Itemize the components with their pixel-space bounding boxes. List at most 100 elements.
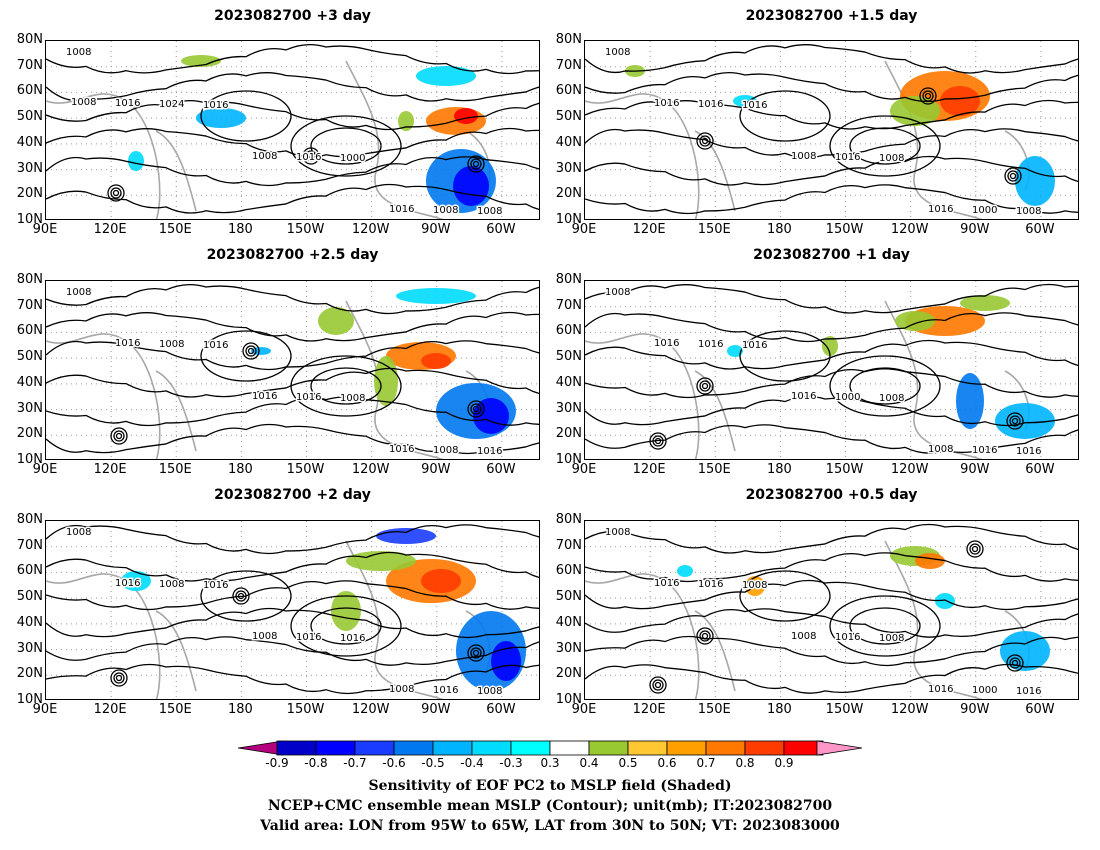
- colorbar-swatch: [627, 740, 668, 756]
- isobar-contour: [46, 663, 539, 695]
- colorbar-swatch: [705, 740, 746, 756]
- isobar-label: 1016: [1016, 446, 1041, 457]
- isobar-label: 1016: [654, 338, 679, 349]
- sensitivity-map: 1008 1016 1008 1008 1016 1016 1000 1016 1008 1016: [584, 40, 1079, 220]
- lon-tick-label: 180: [227, 462, 253, 477]
- sensitivity-shading: [822, 336, 838, 356]
- low-pressure-center: [1009, 657, 1021, 669]
- low-pressure-center: [472, 160, 480, 168]
- lat-tick-label: 20N: [16, 426, 43, 442]
- lat-tick-label: 30N: [555, 640, 582, 656]
- low-pressure-center: [654, 437, 662, 445]
- pressure-center-contour: [200, 570, 292, 622]
- isobar-label: 1016: [252, 391, 277, 402]
- sensitivity-map: 1008 1008 1008 1016 1016 1016 1000 1016 1008 1016: [584, 520, 1079, 700]
- lon-tick-label: 150E: [697, 462, 731, 477]
- isobar-label: 1008: [159, 339, 184, 350]
- isobar-contour: [46, 367, 539, 398]
- low-pressure-center: [649, 676, 667, 694]
- caption-contour: NCEP+CMC ensemble mean MSLP (Contour); u…: [267, 798, 833, 814]
- lat-tick-label: 60N: [16, 83, 43, 99]
- low-pressure-center: [652, 679, 664, 691]
- isobar-label: 1016: [389, 444, 414, 455]
- low-pressure-center: [302, 147, 320, 165]
- lon-tick-label: 90E: [32, 702, 58, 717]
- sensitivity-shading: [995, 403, 1055, 439]
- lat-tick-label: 80N: [16, 272, 43, 287]
- low-pressure-center: [1011, 659, 1019, 667]
- low-pressure-center: [245, 345, 257, 357]
- isobar-label: 1016: [835, 152, 860, 163]
- colorbar-label: -0.5: [421, 756, 445, 770]
- colorbar-swatch: [588, 740, 629, 756]
- lon-tick-label: 150E: [158, 702, 192, 717]
- sensitivity-shading: [346, 551, 416, 571]
- lat-tick-label: 30N: [555, 160, 582, 176]
- isobar-label: 1000: [972, 205, 997, 216]
- lon-tick-label: 150W: [286, 222, 325, 237]
- lon-tick-label: 90E: [32, 222, 58, 237]
- low-pressure-center: [110, 187, 122, 199]
- low-pressure-center: [110, 669, 128, 687]
- sensitivity-shading: [727, 345, 743, 357]
- sensitivity-map: 1008 1016 1000 1008 1024 1016 1008 1016 1008 1016…: [45, 40, 540, 220]
- sensitivity-shading: [376, 528, 436, 544]
- sensitivity-shading: [121, 571, 151, 591]
- panel-title: 2023082700 +1 day: [753, 247, 910, 263]
- isobar-label: 1016: [654, 98, 679, 109]
- lon-tick-label: 120E: [632, 222, 666, 237]
- low-pressure-center: [966, 540, 984, 558]
- low-pressure-center: [696, 377, 714, 395]
- sensitivity-map: 1008 1016 1008 1016 1008 1016 1008 1016 1016 1016: [45, 280, 540, 460]
- low-pressure-center: [649, 432, 667, 450]
- lon-tick-label: 120E: [93, 222, 127, 237]
- lat-tick-label: 70N: [555, 57, 582, 73]
- lon-tick-label: 60W: [1025, 462, 1055, 477]
- isobar-label: 1016: [203, 100, 228, 111]
- lat-tick-label: 40N: [555, 134, 582, 150]
- isobar-label: 1008: [340, 393, 365, 404]
- pressure-center-contour: [739, 90, 831, 142]
- lon-tick-label: 180: [227, 702, 253, 717]
- low-pressure-center: [472, 649, 480, 657]
- low-pressure-center: [701, 382, 709, 390]
- isobar-contour: [585, 184, 1078, 215]
- isobar-label: 1008: [477, 206, 502, 217]
- isobar-label: 1016: [115, 338, 140, 349]
- isobar-contour: [46, 636, 539, 666]
- colorbar-label: -0.6: [382, 756, 406, 770]
- low-pressure-center: [467, 644, 485, 662]
- isobar-label: 1016: [340, 633, 365, 644]
- isobar-label: 1024: [159, 99, 184, 110]
- lon-tick-label: 150E: [697, 222, 731, 237]
- lon-tick-label: 150W: [286, 702, 325, 717]
- lon-tick-label: 120W: [890, 462, 929, 477]
- isobar-label: 1008: [252, 631, 277, 642]
- colorbar-swatch: [276, 740, 317, 756]
- colorbar-label: 0.6: [657, 756, 677, 770]
- lat-tick-label: 10N: [16, 452, 43, 467]
- colorbar-label: 0.7: [696, 756, 716, 770]
- lat-tick-label: 60N: [16, 323, 43, 339]
- isobar-label: 1000: [835, 392, 860, 403]
- sensitivity-shading: [128, 151, 144, 171]
- isobar-label: 1016: [698, 99, 723, 110]
- colorbar-swatch: [393, 740, 434, 756]
- isobar-contour: [585, 99, 1078, 130]
- lat-tick-label: 50N: [555, 589, 582, 605]
- low-pressure-center: [1007, 170, 1019, 182]
- lat-tick-label: 80N: [555, 32, 582, 47]
- isobar-label: 1008: [66, 47, 91, 58]
- lon-tick-label: 150E: [697, 702, 731, 717]
- panel-title: 2023082700 +0.5 day: [745, 487, 918, 503]
- sensitivity-shading: [677, 565, 693, 577]
- isobar-contour: [46, 183, 539, 214]
- low-pressure-center: [115, 674, 123, 682]
- isobar-contour: [46, 72, 539, 102]
- pressure-center-contour: [829, 355, 941, 417]
- isobar-contour: [46, 524, 539, 555]
- lon-tick-label: 180: [227, 222, 253, 237]
- isobar-label: 1000: [972, 685, 997, 696]
- low-pressure-center: [307, 152, 315, 160]
- sensitivity-shading: [398, 111, 414, 131]
